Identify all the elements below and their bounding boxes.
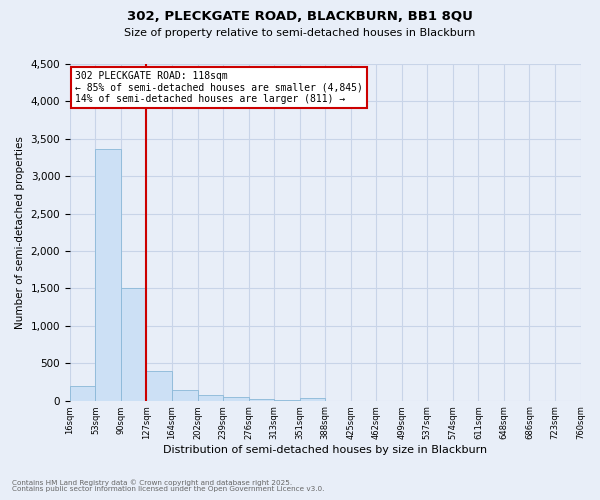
Y-axis label: Number of semi-detached properties: Number of semi-detached properties	[15, 136, 25, 328]
X-axis label: Distribution of semi-detached houses by size in Blackburn: Distribution of semi-detached houses by …	[163, 445, 487, 455]
Bar	[95, 148, 121, 400]
Text: Size of property relative to semi-detached houses in Blackburn: Size of property relative to semi-detach…	[124, 28, 476, 38]
Bar	[223, 397, 248, 400]
Bar	[121, 288, 146, 401]
Bar	[172, 390, 197, 400]
Bar	[248, 398, 274, 400]
Bar	[146, 372, 172, 400]
Bar	[70, 386, 95, 400]
Bar	[299, 398, 325, 400]
Text: 302 PLECKGATE ROAD: 118sqm
← 85% of semi-detached houses are smaller (4,845)
14%: 302 PLECKGATE ROAD: 118sqm ← 85% of semi…	[75, 70, 363, 104]
Text: 302, PLECKGATE ROAD, BLACKBURN, BB1 8QU: 302, PLECKGATE ROAD, BLACKBURN, BB1 8QU	[127, 10, 473, 23]
Bar	[197, 394, 223, 400]
Text: Contains HM Land Registry data © Crown copyright and database right 2025.
Contai: Contains HM Land Registry data © Crown c…	[12, 479, 325, 492]
